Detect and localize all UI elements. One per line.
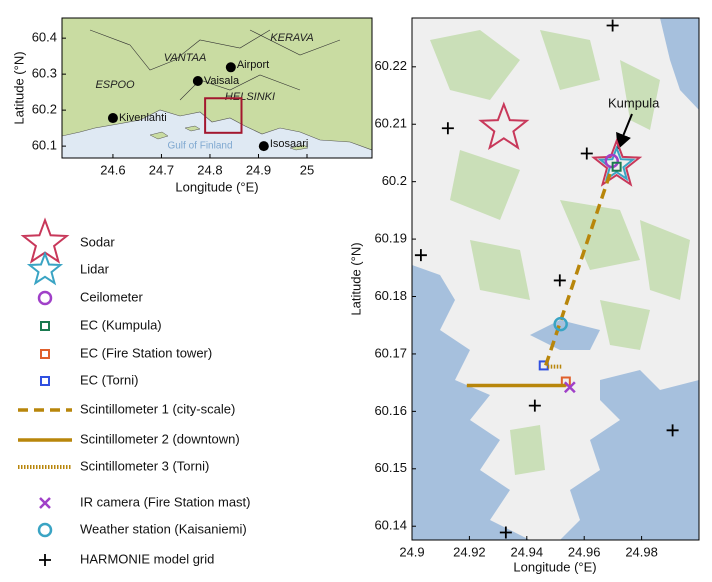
legend-label: Scintillometer 1 (city-scale)	[80, 401, 235, 416]
region-label: ESPOO	[95, 79, 135, 91]
place-marker	[107, 113, 118, 124]
legend-label: Scintillometer 3 (Torni)	[80, 458, 209, 473]
legend-label: Scintillometer 2 (downtown)	[80, 431, 240, 446]
main-y-label: Latitude (°N)	[348, 242, 363, 315]
place-label: Isosaari	[270, 138, 309, 150]
y-tick-label: 60.4	[32, 30, 57, 45]
x-tick-label: 24.6	[100, 162, 125, 177]
region-label: VANTAA	[164, 52, 207, 64]
x-tick-label: 24.96	[568, 544, 601, 559]
y-tick-label: 60.2	[32, 102, 57, 117]
y-tick-label: 60.16	[374, 403, 407, 418]
inset-x-label: Longitude (°E)	[175, 179, 258, 194]
square-marker	[40, 349, 50, 359]
square-marker	[40, 321, 50, 331]
legend-label: HARMONIE model grid	[80, 551, 214, 566]
main-markers	[414, 19, 679, 539]
star-marker	[26, 250, 64, 286]
main-geography	[412, 18, 699, 540]
cross-marker	[39, 497, 51, 509]
plus-marker	[666, 424, 679, 437]
y-tick-label: 60.19	[374, 231, 407, 246]
x-tick-label: 24.92	[453, 544, 486, 559]
main-frame	[411, 17, 700, 541]
legend-label: Lidar	[80, 261, 110, 276]
main-x-label: Longitude (°E)	[513, 559, 596, 574]
circle-marker	[553, 316, 568, 332]
star-marker	[597, 145, 636, 182]
place-marker	[225, 62, 236, 73]
x-tick-label: 24.98	[625, 544, 658, 559]
y-tick-label: 60.15	[374, 460, 407, 475]
plus-marker	[441, 122, 454, 135]
annotation: Kumpula	[608, 95, 660, 110]
y-tick-label: 60.18	[374, 288, 407, 303]
region-label: Gulf of Finland	[167, 141, 232, 152]
plus-marker	[553, 274, 566, 287]
place-label: Kivenlahti	[119, 112, 167, 124]
x-tick-label: 24.8	[197, 162, 222, 177]
y-tick-label: 60.21	[374, 116, 407, 131]
legend-label: Sodar	[80, 234, 115, 249]
plus-marker	[580, 147, 593, 160]
square-marker	[40, 376, 50, 386]
y-tick-label: 60.17	[374, 345, 407, 360]
place-marker	[258, 141, 269, 152]
legend-label: EC (Kumpula)	[80, 317, 162, 332]
square-marker	[611, 161, 622, 172]
annotation-arrow	[616, 113, 633, 150]
inset-frame	[61, 17, 373, 159]
plus-marker	[414, 249, 427, 262]
y-tick-label: 60.1	[32, 138, 57, 153]
place-label: Airport	[237, 59, 269, 71]
x-tick-label: 24.9	[246, 162, 271, 177]
legend-label: EC (Fire Station tower)	[80, 345, 212, 360]
highlight-box	[204, 97, 243, 134]
legend-label: EC (Torni)	[80, 372, 139, 387]
square-marker	[538, 360, 549, 371]
place-marker	[192, 75, 203, 86]
cross-marker	[563, 381, 576, 394]
y-tick-label: 60.22	[374, 58, 407, 73]
scintillometer-path	[544, 167, 614, 366]
x-tick-label: 25	[300, 162, 314, 177]
x-tick-label: 24.9	[399, 544, 424, 559]
legend-label: Ceilometer	[80, 289, 144, 304]
inset-geography	[62, 18, 372, 158]
circle-marker	[37, 522, 53, 538]
y-tick-label: 60.2	[382, 173, 407, 188]
plus-marker	[499, 526, 512, 539]
y-tick-label: 60.3	[32, 66, 57, 81]
region-label: HELSINKI	[225, 91, 275, 103]
y-tick-label: 60.14	[374, 518, 407, 533]
legend-label: Weather station (Kaisaniemi)	[80, 521, 247, 536]
inset-y-label: Latitude (°N)	[11, 51, 26, 124]
x-tick-label: 24.7	[149, 162, 174, 177]
legend-label: IR camera (Fire Station mast)	[80, 494, 251, 509]
star-marker	[478, 101, 530, 151]
x-tick-label: 24.94	[511, 544, 544, 559]
star-marker	[591, 138, 643, 187]
place-label: Vaisala	[204, 75, 240, 87]
plus-marker	[39, 554, 51, 566]
plus-marker	[606, 19, 619, 32]
region-label: KERAVA	[270, 32, 313, 44]
plus-marker	[528, 399, 541, 412]
circle-marker	[37, 290, 53, 306]
